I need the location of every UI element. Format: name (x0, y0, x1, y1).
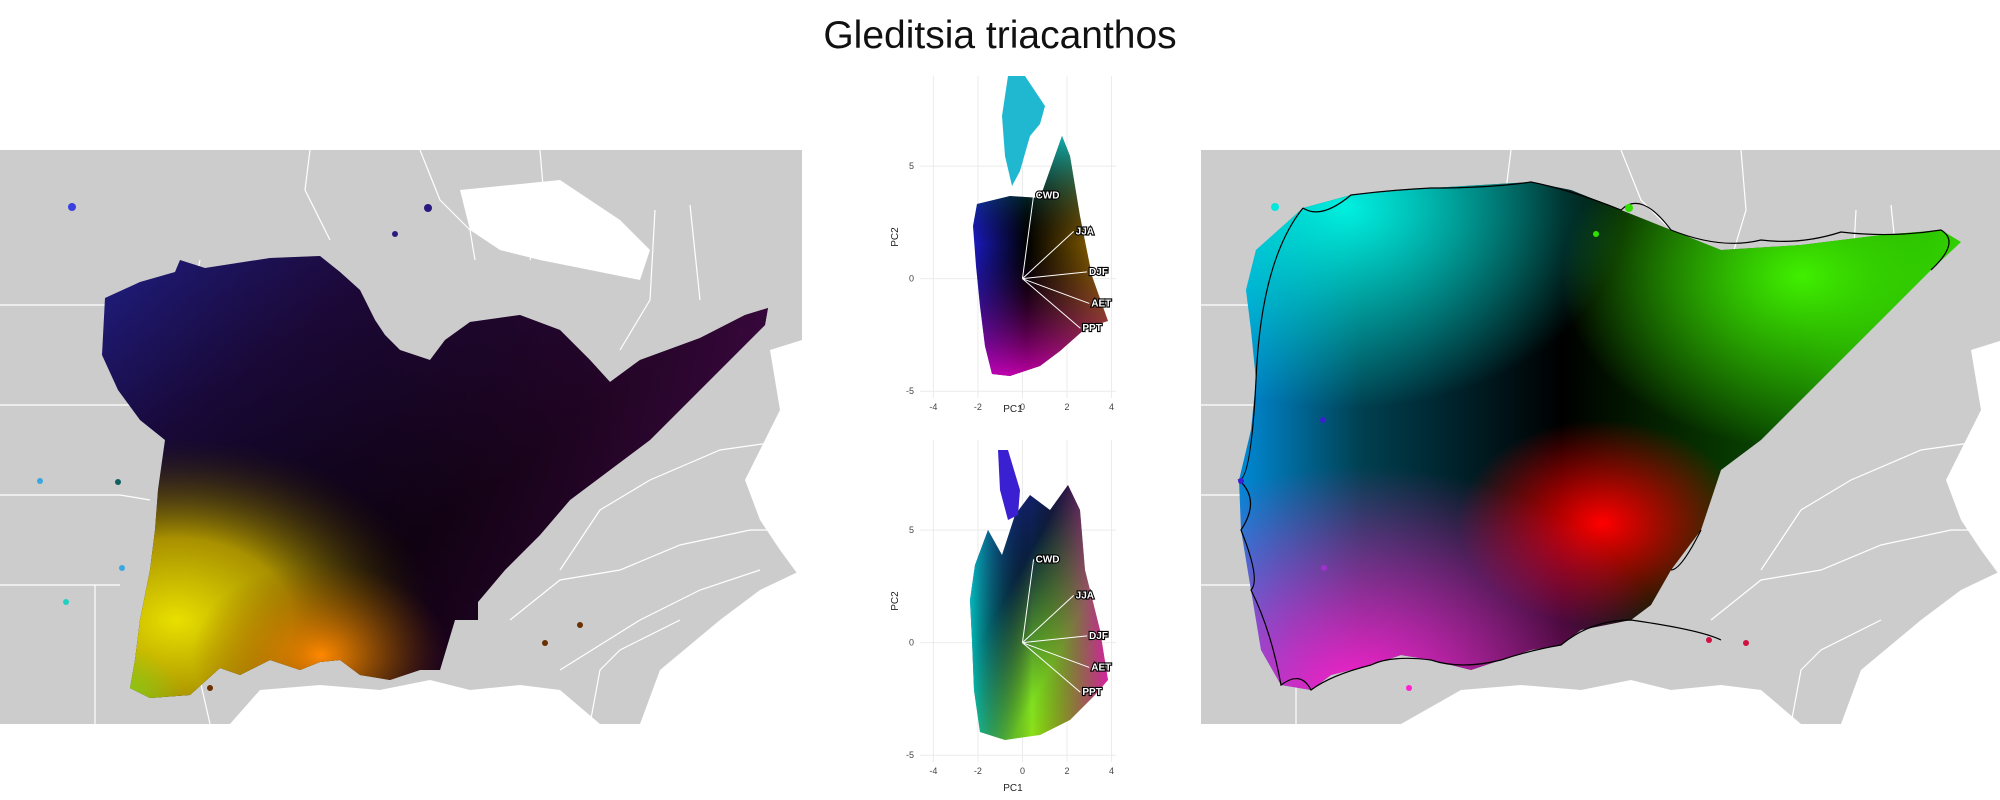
loading-arrow (1022, 271, 1088, 280)
point-cloud-overlay (973, 136, 1108, 376)
x-tick-labels: -4 -2 0 2 4 (929, 402, 1114, 412)
x-tick-label: 4 (1109, 766, 1114, 776)
state-borders (0, 150, 802, 724)
y-tick-label: 5 (909, 161, 914, 171)
loading-arrow (1022, 595, 1075, 644)
point-cloud-cyan-arm (1002, 76, 1045, 186)
ocean-east (1946, 340, 2000, 576)
gulf-water (230, 680, 600, 724)
loading-arrow (1022, 635, 1088, 644)
y-tick-labels: -5 0 5 (906, 161, 914, 396)
x-tick-label: 2 (1064, 402, 1069, 412)
outlier-points (1238, 203, 1749, 691)
x-tick-label: -4 (929, 766, 937, 776)
y-axis-title: PC2 (890, 227, 901, 247)
loading-arrows (1021, 195, 1090, 329)
outlier-points (37, 203, 583, 691)
loading-label: PPT (1082, 323, 1101, 334)
gulf-water (1401, 680, 1801, 724)
y-tick-labels: -5 0 5 (906, 525, 914, 760)
loading-label: DJF (1089, 267, 1108, 278)
x-tick-label: 0 (1020, 402, 1025, 412)
loading-arrows (1021, 559, 1090, 693)
loading-arrow (1021, 195, 1035, 279)
x-axis-title: PC1 (1003, 404, 1023, 414)
loading-arrow (1022, 231, 1075, 280)
loading-label: CWD (1036, 554, 1060, 565)
y-axis-title: PC2 (890, 591, 901, 611)
point-cloud-overlay (970, 485, 1108, 740)
pca-biplot-top: CWD JJA DJF AET PPT -4 -2 0 2 4 -5 0 5 PC1 PC2 (890, 76, 1116, 414)
lake-water (460, 180, 650, 280)
x-tick-label: -4 (929, 402, 937, 412)
pca-biplot-bottom: CWD JJA DJF AET PPT -4 -2 0 2 4 -5 0 5 PC1 PC2 (890, 440, 1116, 794)
loading-arrow (1022, 278, 1090, 304)
coastline-white (1841, 571, 2000, 724)
ocean-east (745, 340, 802, 580)
x-tick-label: 2 (1064, 766, 1069, 776)
loading-label: PPT (1082, 687, 1101, 698)
point-cloud-blue-arm (998, 450, 1020, 520)
loading-label: CWD (1036, 190, 1060, 201)
x-axis-title: PC1 (1003, 783, 1023, 794)
left-range-map (0, 150, 802, 724)
loading-label: AET (1091, 298, 1111, 309)
hull-outline (1237, 181, 1950, 691)
loading-arrow (1022, 642, 1081, 693)
page-title: Gleditsia triacanthos (823, 14, 1177, 57)
loading-arrow (1022, 642, 1090, 668)
y-tick-label: -5 (906, 386, 914, 396)
x-tick-label: -2 (974, 766, 982, 776)
y-tick-label: 0 (909, 638, 914, 648)
loading-label: AET (1091, 662, 1111, 673)
loading-arrow (1022, 278, 1081, 329)
x-tick-label: 4 (1109, 402, 1114, 412)
x-tick-label: -2 (974, 402, 982, 412)
loading-labels: CWD JJA DJF AET PPT (1034, 189, 1112, 335)
right-range-map (1201, 150, 2000, 724)
loading-label: DJF (1089, 631, 1108, 642)
loading-label: JJA (1076, 590, 1094, 601)
y-tick-label: 5 (909, 525, 914, 535)
loading-arrow (1021, 559, 1035, 643)
loading-labels: CWD JJA DJF AET PPT (1034, 553, 1112, 699)
x-tick-label: 0 (1020, 766, 1025, 776)
coastline-white (640, 570, 802, 724)
loading-label: JJA (1076, 226, 1094, 237)
y-tick-label: -5 (906, 750, 914, 760)
y-tick-label: 0 (909, 274, 914, 284)
x-tick-labels: -4 -2 0 2 4 (929, 766, 1114, 776)
